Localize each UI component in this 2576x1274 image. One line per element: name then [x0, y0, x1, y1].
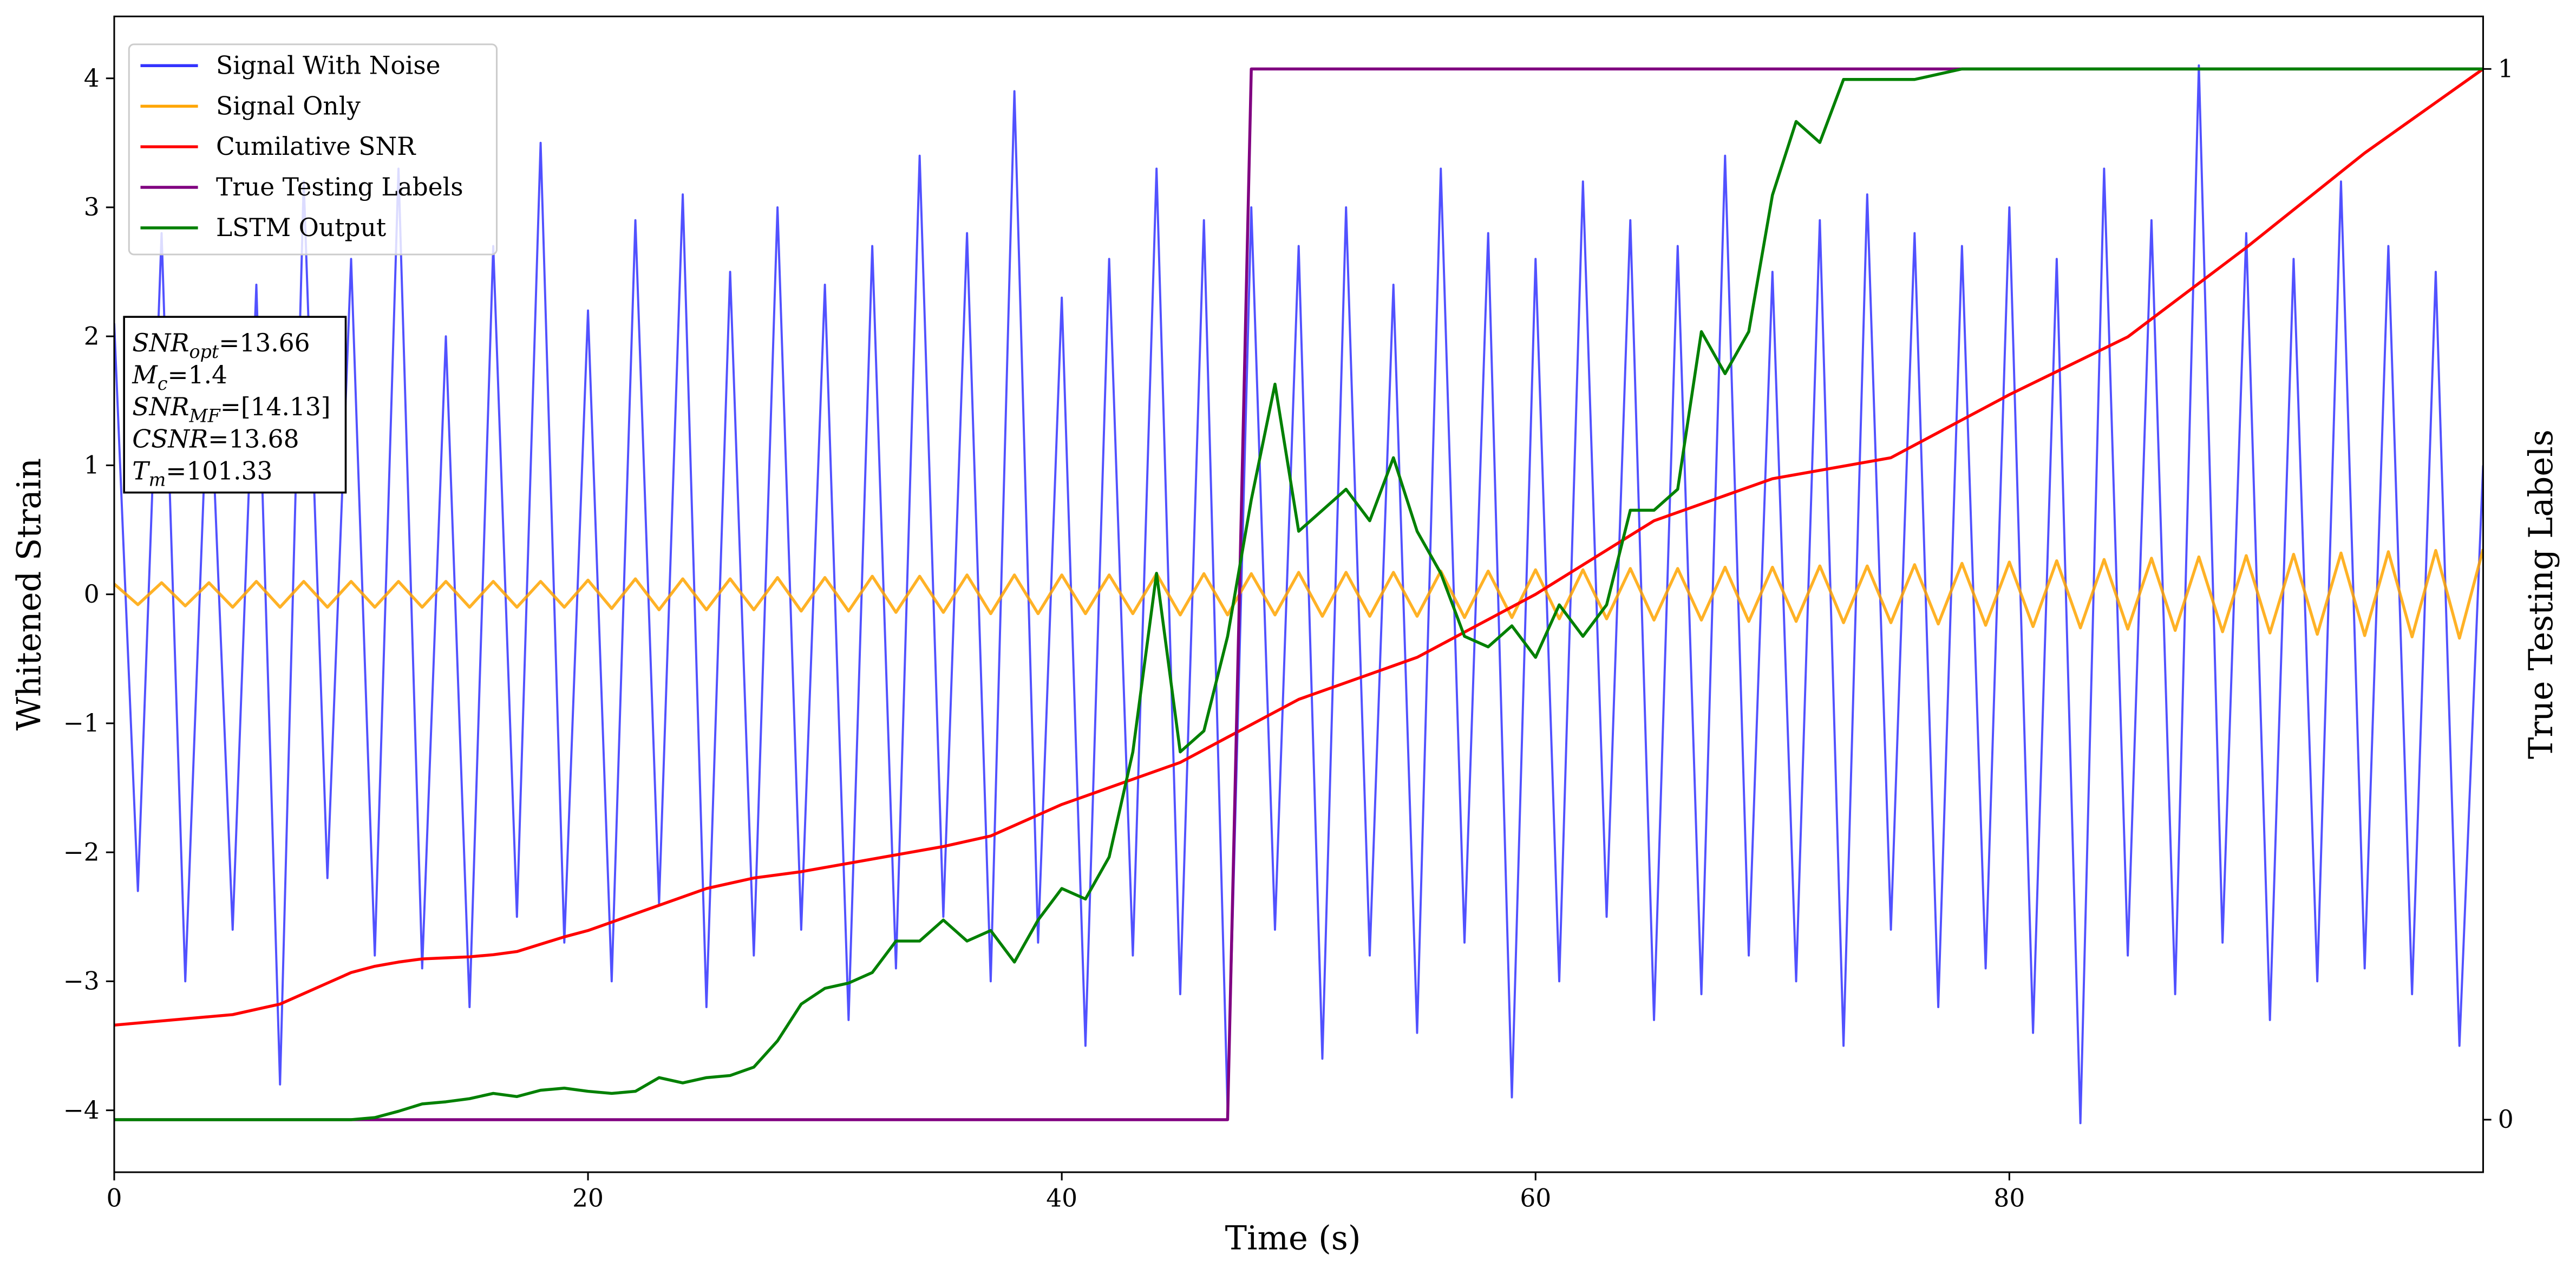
legend-label: Cumilative SNR: [216, 132, 416, 161]
y-axis-label: Whitened Strain: [11, 458, 49, 730]
y2-tick-label: 1: [2498, 55, 2514, 83]
y-tick-label: 4: [84, 64, 100, 93]
legend-label: True Testing Labels: [216, 173, 463, 201]
y-tick-label: −2: [63, 838, 100, 866]
x-tick-label: 80: [1993, 1184, 2025, 1213]
y-tick-label: −4: [63, 1096, 100, 1125]
x-axis-label: Time (s): [1225, 1220, 1361, 1258]
series-line: [114, 67, 2483, 1121]
series-line: [114, 548, 2483, 640]
y-tick-label: 1: [84, 451, 100, 480]
annotation-line: SNRMF=[14.13]: [132, 393, 330, 426]
annotation-line: SNRopt=13.66: [132, 329, 310, 362]
y2-axis-label: True Testing Labels: [2522, 429, 2560, 759]
legend-box: [128, 43, 498, 256]
annotation-value: =[14.13]: [220, 393, 331, 421]
series-line: [114, 64, 2483, 1125]
y2-tick-label: 0: [2498, 1105, 2514, 1134]
annotation-line: Tm=101.33: [132, 456, 272, 490]
annotation-value: =13.66: [219, 329, 310, 357]
annotation-symbol: SNR: [132, 329, 189, 357]
annotation-line: Mc=1.4: [132, 361, 227, 394]
annotation-box: [123, 316, 347, 494]
y-tick-label: 3: [84, 193, 100, 221]
annotation-subscript: m: [149, 469, 166, 491]
x-tick-label: 40: [1046, 1184, 1077, 1213]
y-tick-label: −3: [63, 967, 100, 996]
annotation-symbol: M: [132, 361, 158, 389]
legend: Signal With Noise Signal Only Cumilative S…: [128, 43, 498, 256]
annotation-symbol: T: [132, 456, 151, 485]
annotation-line: CSNR=13.68: [132, 424, 299, 453]
y-tick-label: 2: [84, 322, 100, 350]
x-tick-label: 20: [572, 1184, 604, 1213]
annotation-symbol: CSNR: [132, 424, 208, 453]
annotation-value: =13.68: [208, 424, 299, 453]
annotation-value: =101.33: [166, 456, 272, 485]
x-tick-label: 0: [106, 1184, 122, 1213]
legend-label: LSTM Output: [216, 213, 386, 242]
annotation-subscript: MF: [188, 405, 221, 426]
legend-label: Signal With Noise: [216, 51, 441, 80]
annotation-subscript: c: [158, 373, 168, 394]
plot-area: [114, 64, 2483, 1125]
annotation: SNRopt=13.66Mc=1.4SNRMF=[14.13]CSNR=13.6…: [123, 316, 347, 494]
y-tick-label: −1: [63, 709, 100, 737]
y-tick-label: 0: [84, 580, 100, 609]
annotation-subscript: opt: [189, 341, 219, 362]
legend-label: Signal Only: [216, 92, 361, 120]
annotation-symbol: SNR: [132, 393, 189, 421]
series-line: [114, 68, 2483, 1027]
annotation-value: =1.4: [168, 361, 227, 389]
x-tick-label: 60: [1520, 1184, 1551, 1213]
